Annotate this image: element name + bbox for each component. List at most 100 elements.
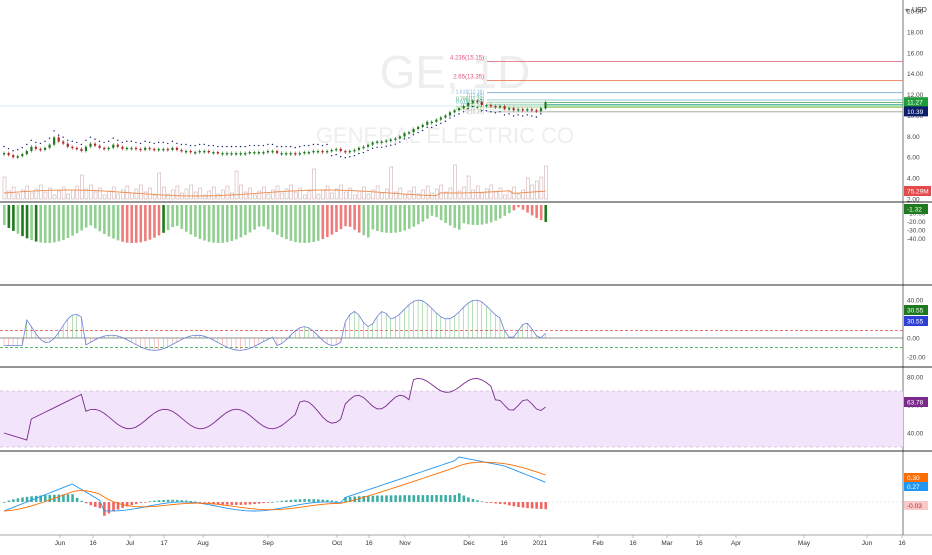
candle-body bbox=[157, 148, 160, 151]
oscillator-bar bbox=[171, 205, 174, 228]
volume-bar bbox=[75, 185, 80, 200]
volume-bar bbox=[271, 189, 275, 200]
oscillator-bar bbox=[394, 205, 397, 233]
candle-body bbox=[125, 147, 129, 150]
oscillator-bar bbox=[485, 205, 488, 224]
macd-badge bbox=[904, 473, 928, 482]
oscillator-bar bbox=[98, 205, 102, 232]
volume-bar bbox=[225, 185, 230, 200]
candle-body bbox=[521, 109, 524, 111]
stop-dot bbox=[421, 129, 424, 132]
macd-histogram-bar bbox=[198, 502, 202, 503]
oscillator-bar bbox=[134, 205, 138, 243]
macd-histogram-bar bbox=[125, 502, 129, 507]
stop-dot bbox=[330, 154, 333, 157]
macd-histogram-bar bbox=[521, 502, 525, 508]
stop-dot bbox=[121, 141, 124, 144]
macd-histogram-bar bbox=[298, 499, 302, 502]
volume-bar bbox=[312, 168, 316, 200]
price-badge-label: 11.27 bbox=[907, 100, 923, 107]
oscillator-bar bbox=[530, 205, 534, 216]
stop-dot bbox=[494, 112, 497, 114]
candle-body bbox=[180, 149, 183, 152]
oscillator-bar bbox=[353, 205, 356, 230]
macd-histogram-bar bbox=[248, 502, 252, 505]
macd-histogram-bar bbox=[357, 496, 361, 502]
volume-bar bbox=[52, 194, 57, 200]
candle-body bbox=[62, 141, 65, 144]
candle-body bbox=[335, 148, 338, 151]
candle-body bbox=[266, 150, 270, 153]
macd-histogram-bar bbox=[326, 500, 329, 502]
candle-body bbox=[330, 149, 333, 152]
macd-histogram-bar bbox=[312, 499, 315, 502]
candle-body bbox=[257, 152, 260, 154]
macd-histogram-bar bbox=[212, 502, 215, 504]
fib-level-label: 0.5(10.91) bbox=[461, 103, 484, 109]
stop-dot bbox=[258, 144, 260, 147]
volume-bar bbox=[494, 191, 498, 200]
macd-histogram-bar bbox=[194, 501, 197, 503]
oscillator-bar bbox=[298, 205, 302, 243]
volume-bar bbox=[189, 184, 193, 200]
candle-body bbox=[321, 150, 324, 153]
stop-dot bbox=[371, 147, 374, 150]
macd-histogram-bar bbox=[421, 495, 425, 502]
stop-dot bbox=[107, 140, 110, 143]
macd-histogram-bar bbox=[148, 501, 152, 503]
settings-icon[interactable]: ▾ bbox=[905, 6, 909, 15]
candle-body bbox=[107, 147, 110, 150]
volume-bar bbox=[316, 193, 321, 200]
macd-histogram-bar bbox=[453, 495, 457, 502]
stop-dot bbox=[308, 144, 310, 147]
macd-histogram-bar bbox=[266, 502, 270, 503]
stop-dot bbox=[244, 145, 246, 148]
candle-body bbox=[216, 152, 220, 154]
macd-histogram-bar bbox=[412, 495, 416, 502]
candle-body bbox=[94, 143, 97, 146]
candle-body bbox=[471, 100, 474, 103]
oscillator-bar bbox=[389, 205, 393, 233]
axis-layer: Jun 16 Jul 17 Aug Sep Oct 16 Nov Dec 16 2021 Feb 16 Ma… bbox=[55, 535, 906, 547]
macd-histogram-bar bbox=[494, 502, 497, 504]
fib-level-label: 1.618(12.18) bbox=[456, 90, 485, 96]
stop-dot bbox=[57, 134, 60, 136]
candle-body bbox=[503, 106, 506, 110]
oscillator-bar bbox=[471, 205, 475, 225]
volume-bar bbox=[93, 191, 98, 200]
volume-bar bbox=[526, 177, 530, 200]
oscillator-bar bbox=[403, 205, 406, 231]
oscillator-bar bbox=[289, 205, 293, 241]
oscillator-bar bbox=[535, 205, 538, 218]
watermark-ticker: GE, 1D bbox=[380, 46, 531, 98]
stop-dot bbox=[39, 142, 42, 145]
stop-dot bbox=[112, 137, 114, 139]
volume-bar bbox=[293, 191, 298, 200]
candle-body bbox=[476, 100, 479, 103]
volume-bar bbox=[253, 194, 257, 200]
oscillator-bar bbox=[489, 205, 493, 223]
candle-body bbox=[189, 150, 192, 153]
candle-body bbox=[417, 126, 420, 130]
oscillator-bar bbox=[212, 205, 215, 243]
macd-histogram-bar bbox=[539, 502, 543, 509]
macd-histogram-bar bbox=[471, 498, 475, 502]
oscillator-bar bbox=[453, 205, 457, 228]
macd-histogram-bar bbox=[94, 502, 97, 507]
x-tick-label: Jul bbox=[126, 540, 135, 547]
macd-histogram-bar bbox=[285, 500, 288, 502]
macd-histogram-bar bbox=[444, 495, 447, 502]
volume-bar bbox=[362, 186, 366, 200]
stop-dot bbox=[71, 140, 73, 143]
volume-bar bbox=[357, 190, 362, 200]
oscillator-bar bbox=[321, 205, 325, 240]
macd-histogram-bar bbox=[221, 502, 224, 505]
price-badge bbox=[904, 97, 928, 108]
macd-histogram-bar bbox=[185, 500, 188, 502]
oscillator-bar bbox=[221, 205, 224, 243]
oscillator-bar bbox=[362, 205, 366, 236]
oscillator-bar bbox=[380, 205, 384, 233]
oscillator-bar bbox=[398, 205, 402, 232]
macd-histogram-bar bbox=[62, 494, 65, 502]
macd-histogram-bar bbox=[139, 502, 143, 503]
